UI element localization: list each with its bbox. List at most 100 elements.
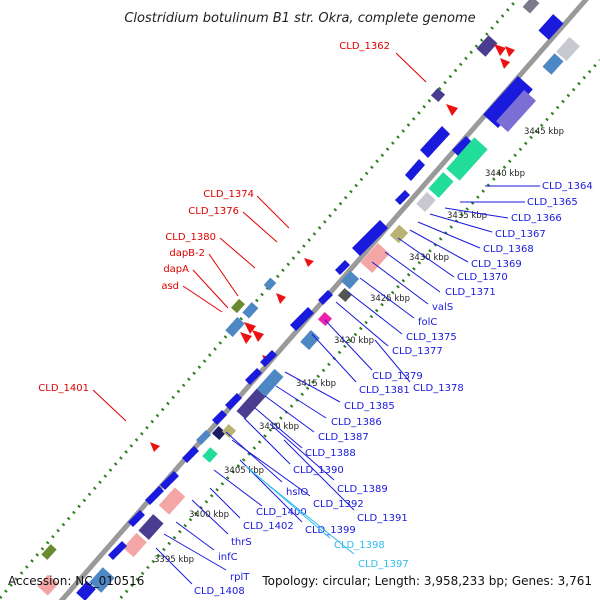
gene-arrow — [276, 293, 286, 304]
leader-line — [324, 319, 373, 371]
gene-label-CLD_1397: CLD_1397 — [358, 559, 409, 570]
leader-line — [243, 417, 291, 465]
leader-line — [192, 269, 229, 309]
gene-arrow — [150, 442, 160, 452]
gene-block — [538, 14, 564, 40]
gene-arrow — [446, 104, 458, 116]
kbp-label: 3405 kbp — [224, 466, 264, 476]
gene-label-CLD_1399: CLD_1399 — [305, 525, 356, 536]
kbp-label: 3410 kbp — [259, 422, 299, 432]
leader-line — [359, 277, 415, 319]
gene-label-CLD_1385: CLD_1385 — [344, 401, 395, 412]
leader-line — [182, 285, 223, 313]
gene-label-CLD_1377: CLD_1377 — [392, 346, 443, 357]
map-title: Clostridium botulinum B1 str. Okra, comp… — [124, 11, 475, 26]
leader-line — [249, 469, 355, 555]
gene-label-asd: asd — [161, 281, 179, 292]
gene-block — [300, 330, 320, 350]
leader-line — [374, 339, 411, 383]
accession-text: Accession: NC_010516 — [8, 574, 144, 588]
gene-block — [337, 287, 353, 303]
gene-block — [476, 35, 498, 57]
gene-label-CLD_1388: CLD_1388 — [305, 448, 356, 459]
gene-block — [76, 581, 96, 600]
gene-block — [263, 277, 277, 291]
gene-label-CLD_1408: CLD_1408 — [194, 586, 245, 597]
gene-arrow — [245, 368, 262, 385]
kbp-label: 3425 kbp — [370, 294, 410, 304]
gene-label-CLD_1380: CLD_1380 — [165, 232, 216, 243]
gene-label-dapB-2: dapB-2 — [169, 248, 205, 259]
leader-line — [213, 469, 263, 507]
leader-line — [417, 221, 481, 249]
leader-line — [444, 207, 509, 219]
leader-line — [409, 229, 469, 263]
kbp-label: 3430 kbp — [409, 253, 449, 263]
gene-label-CLD_1376: CLD_1376 — [188, 206, 239, 217]
gene-arrow — [252, 330, 264, 342]
gene-label-CLD_1401: CLD_1401 — [38, 383, 89, 394]
gene-label-CLD_1366: CLD_1366 — [511, 213, 562, 224]
gene-block — [225, 316, 245, 338]
gene-block — [231, 298, 245, 314]
leader-line — [384, 251, 441, 293]
gene-label-CLD_1374: CLD_1374 — [203, 189, 254, 200]
gene-arrow — [145, 486, 164, 505]
gene-arrow — [500, 58, 510, 69]
leader-line — [275, 385, 327, 419]
gene-block — [254, 368, 284, 400]
gene-label-CLD_1368: CLD_1368 — [483, 244, 534, 255]
kbp-label: 3395 kbp — [154, 555, 194, 565]
gene-block — [430, 87, 446, 103]
gene-block — [542, 53, 564, 75]
outer-strand-features — [37, 0, 540, 596]
gene-block — [89, 567, 115, 593]
gene-label-CLD_1370: CLD_1370 — [457, 272, 508, 283]
gene-arrow — [128, 510, 145, 527]
leader-line — [242, 211, 278, 243]
gene-block — [221, 423, 237, 439]
kbp-marks: 3445 kbp 3440 kbp 3435 kbp 3430 kbp 3425… — [154, 127, 564, 565]
gene-block — [522, 0, 540, 14]
gene-arrow — [290, 307, 314, 331]
gene-arrow — [196, 430, 211, 445]
gene-block — [123, 532, 147, 558]
gene-label-hslO: hslO — [286, 487, 308, 498]
kbp-label: 3435 kbp — [447, 211, 487, 221]
gene-label-CLD_1387: CLD_1387 — [318, 432, 369, 443]
gene-label-CLD_1386: CLD_1386 — [331, 417, 382, 428]
gene-block — [446, 137, 488, 181]
gene-label-CLD_1379: CLD_1379 — [372, 371, 423, 382]
kbp-label: 3420 kbp — [334, 336, 374, 346]
gene-block — [158, 487, 186, 515]
gene-block — [496, 90, 536, 132]
gene-block — [236, 388, 266, 420]
leader-line — [225, 431, 283, 483]
outer-gene-labels: CLD_1362 CLD_1374 CLD_1376 CLD_1380 dapB… — [38, 41, 427, 422]
kbp-label: 3440 kbp — [485, 169, 525, 179]
gene-label-CLD_1381: CLD_1381 — [359, 385, 410, 396]
gene-arrow — [304, 258, 314, 267]
gene-label-valS: valS — [432, 302, 453, 313]
leader-line — [256, 195, 290, 229]
kbp-label: 3415 kbp — [296, 379, 336, 389]
gene-label-infC: infC — [218, 552, 238, 563]
gene-block — [428, 172, 454, 198]
gene-block — [211, 425, 227, 441]
gene-arrow — [240, 332, 252, 344]
gene-arrow — [212, 410, 227, 425]
gene-arrow — [160, 471, 179, 490]
gene-arrow — [225, 393, 242, 410]
gene-label-dapA: dapA — [163, 264, 189, 275]
gene-label-CLD_1402: CLD_1402 — [243, 521, 294, 532]
gene-label-CLD_1378: CLD_1378 — [413, 383, 464, 394]
gene-block — [317, 311, 333, 327]
gene-block — [41, 544, 57, 560]
gene-arrow — [352, 220, 388, 256]
gene-arrow — [494, 44, 506, 56]
gene-label-CLD_1365: CLD_1365 — [527, 197, 578, 208]
gene-label-CLD_1400: CLD_1400 — [256, 507, 307, 518]
leader-line — [219, 237, 256, 269]
gene-arrow — [505, 46, 515, 57]
